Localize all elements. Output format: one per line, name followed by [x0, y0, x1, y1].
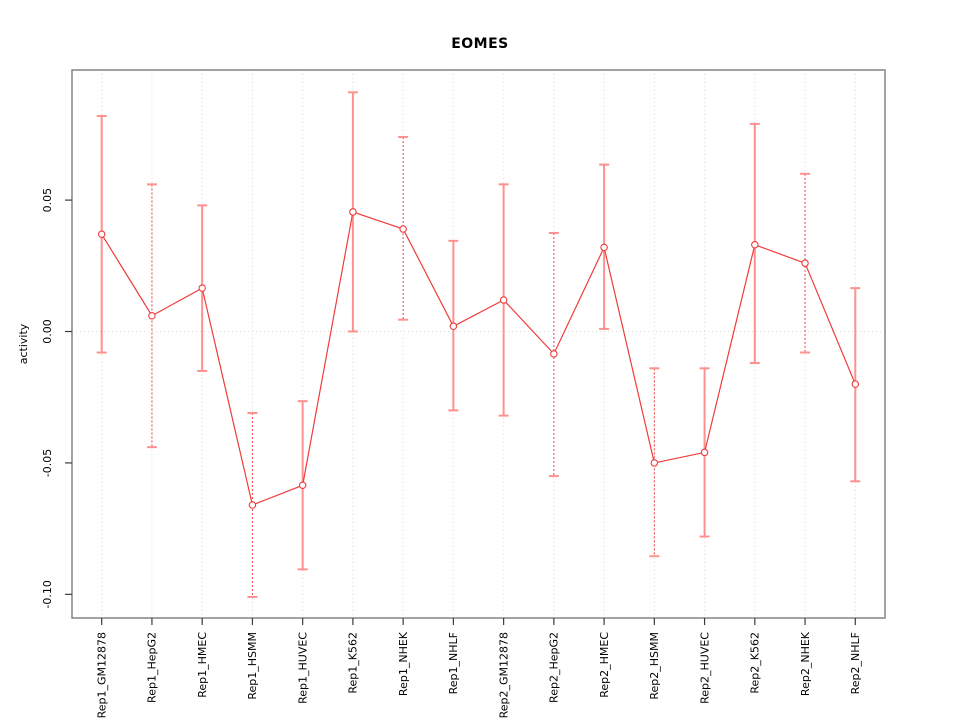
category-label: Rep1_K562 — [347, 632, 360, 694]
series-line — [101, 211, 856, 506]
category-label: Rep2_HepG2 — [548, 632, 561, 703]
data-point-marker — [499, 296, 508, 304]
data-point-marker — [449, 322, 458, 331]
data-point-marker — [700, 448, 709, 457]
chart-title: EOMES — [451, 36, 509, 52]
y-tick-label: -0.10 — [41, 580, 54, 608]
y-tick-label: 0.05 — [41, 188, 54, 213]
category-label: Rep2_HUVEC — [698, 632, 711, 704]
data-point-marker — [399, 225, 407, 233]
category-label: Rep1_NHEK — [397, 631, 410, 696]
data-point-marker — [600, 243, 608, 252]
y-tick-label: 0.00 — [41, 319, 54, 344]
y-tick-label: -0.05 — [41, 449, 54, 477]
category-label: Rep2_HSMM — [648, 632, 661, 700]
data-point-marker — [198, 284, 206, 292]
category-label: Rep1_HUVEC — [296, 632, 309, 704]
data-point-marker — [550, 350, 558, 358]
category-label: Rep2_HMEC — [598, 632, 611, 698]
data-point-marker — [751, 241, 759, 249]
category-label: Rep1_HMEC — [196, 632, 209, 698]
data-point-marker — [97, 230, 106, 239]
data-point-marker — [298, 481, 307, 490]
data-point-marker — [148, 311, 156, 320]
category-label: Rep2_NHEK — [799, 631, 812, 696]
data-point-marker — [349, 208, 357, 216]
data-point-marker — [650, 459, 659, 467]
y-axis-label: activity — [17, 323, 30, 364]
data-point-marker — [248, 501, 257, 509]
data-point-marker — [801, 259, 809, 267]
data-point-marker — [851, 380, 860, 388]
category-label: Rep2_GM12878 — [497, 632, 510, 718]
category-label: Rep1_HSMM — [246, 632, 259, 700]
category-label: Rep1_NHLF — [447, 632, 460, 694]
category-label: Rep1_HepG2 — [146, 632, 159, 703]
category-label: Rep2_K562 — [749, 632, 762, 694]
plot-border — [71, 69, 886, 619]
category-label: Rep2_NHLF — [849, 632, 862, 694]
category-label: Rep1_GM12878 — [96, 632, 109, 718]
